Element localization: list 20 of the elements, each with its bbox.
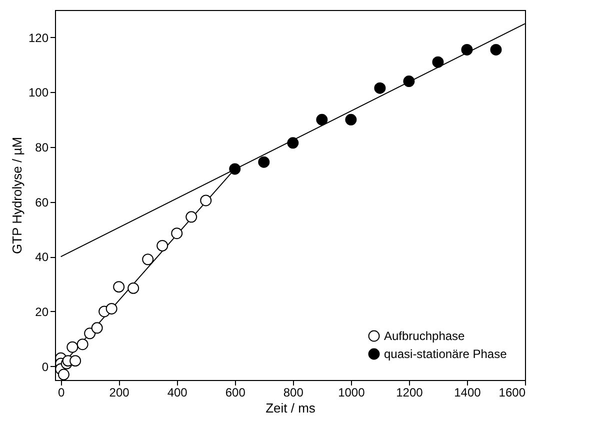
x-tick-label: 800 — [283, 386, 304, 400]
x-tick-label: 1200 — [396, 386, 424, 400]
x-tick-label: 0 — [58, 386, 65, 400]
x-tick-label: 1600 — [498, 386, 526, 400]
y-tick-label: 0 — [42, 360, 49, 374]
x-tick-label: 200 — [109, 386, 130, 400]
x-tick-label: 1400 — [454, 386, 482, 400]
y-tick-label: 80 — [35, 140, 49, 155]
x-tick-label: 600 — [225, 386, 246, 400]
y-tick-label: 60 — [35, 195, 49, 210]
x-tick-label: 400 — [167, 386, 188, 400]
x-tick-label: 1000 — [338, 386, 366, 400]
legend-label: quasi-stationäre Phase — [384, 347, 508, 361]
y-tick-label: 120 — [28, 30, 49, 45]
legend-label: Aufbruchphase — [384, 329, 466, 343]
y-tick-label: 40 — [35, 250, 49, 264]
x-axis-title: Zeit / ms — [266, 400, 316, 416]
y-axis-title: GTP Hydrolyse / µM — [9, 136, 24, 254]
y-tick-label: 20 — [35, 304, 49, 319]
y-tick-label: 100 — [28, 86, 49, 100]
